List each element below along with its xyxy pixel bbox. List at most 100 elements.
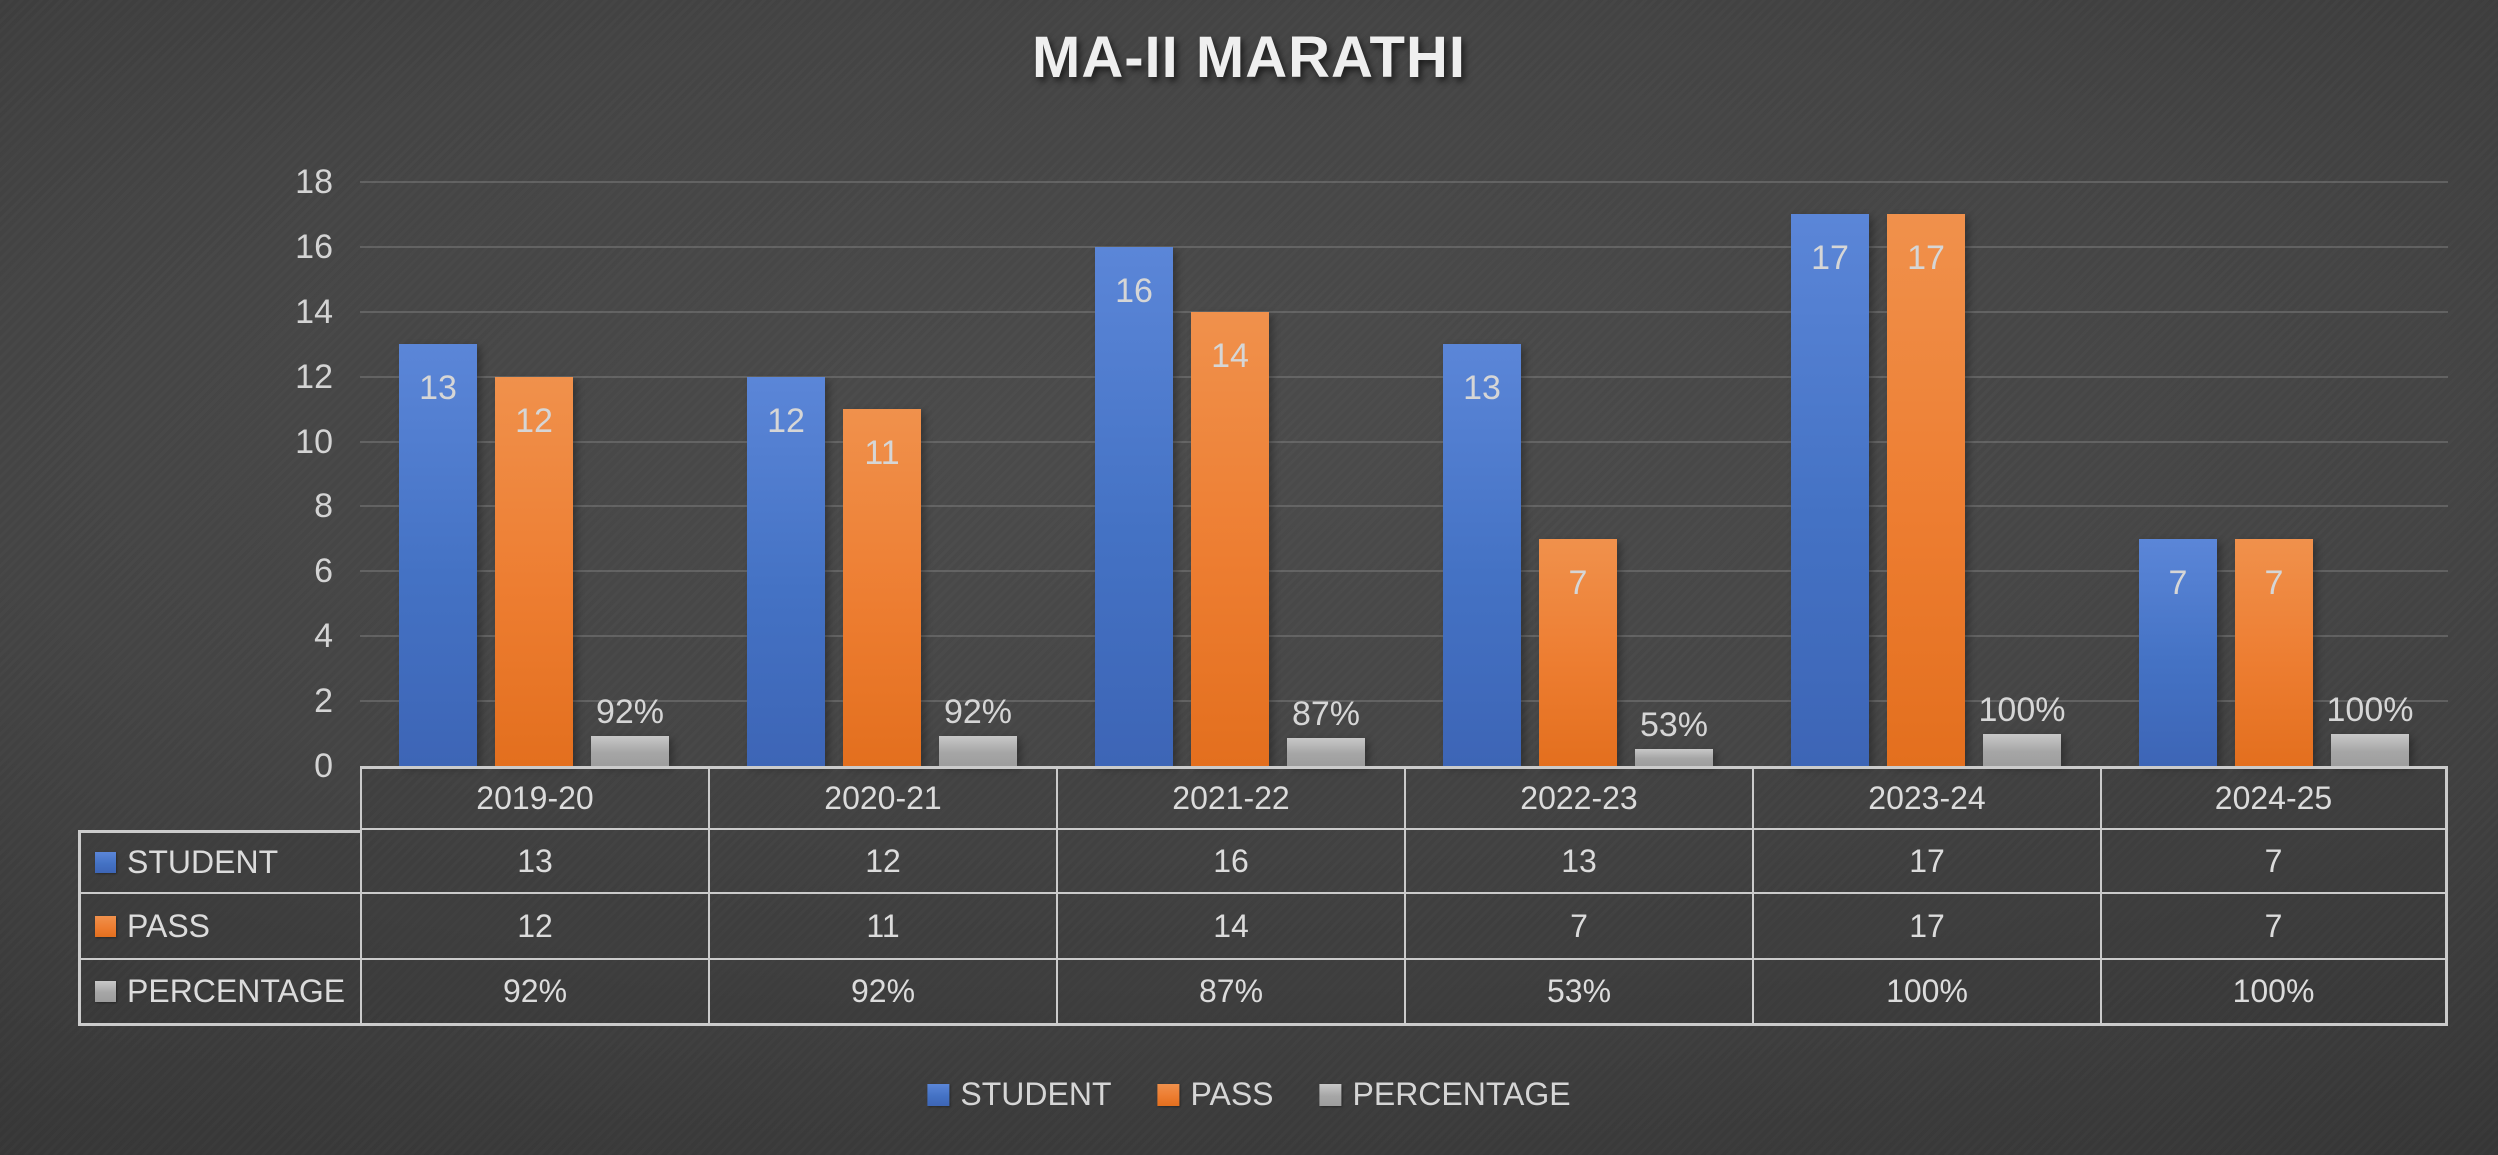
y-axis-tick-label: 8 — [314, 487, 333, 525]
bar-percentage-2022-23 — [1635, 749, 1713, 766]
table-value-cell: 53% — [1404, 960, 1752, 1026]
table-value-cell: 13 — [360, 830, 708, 894]
table-header-cell: 2024-25 — [2100, 766, 2448, 830]
bar-pass-2023-24 — [1887, 214, 1965, 766]
bar-value-label: 7 — [2168, 564, 2188, 602]
table-header-cell: 2021-22 — [1056, 766, 1404, 830]
table-value-cell: 13 — [1404, 830, 1752, 894]
table-value-cell: 7 — [2100, 894, 2448, 960]
legend-key-icon — [95, 915, 116, 937]
major-gridline — [360, 441, 2448, 443]
table-header-cell: 2020-21 — [708, 766, 1056, 830]
table-value-cell: 14 — [1056, 894, 1404, 960]
bar-student-2020-21 — [747, 377, 825, 766]
legend-item: STUDENT — [927, 1076, 1112, 1113]
bar-pass-2019-20 — [495, 377, 573, 766]
table-value-cell: 17 — [1752, 894, 2100, 960]
y-axis-tick-label: 0 — [314, 747, 333, 785]
chart-legend: STUDENT PASS PERCENTAGE — [927, 1076, 1571, 1113]
table-value-cell: 17 — [1752, 830, 2100, 894]
bar-pass-2021-22 — [1191, 312, 1269, 766]
table-header-cell: 2023-24 — [1752, 766, 2100, 830]
bar-value-label: 13 — [1463, 369, 1501, 407]
bar-percentage-2019-20 — [591, 736, 669, 766]
table-series-label-cell: PERCENTAGE — [78, 960, 360, 1026]
bar-pass-2024-25 — [2235, 539, 2313, 766]
bar-value-label: 7 — [1568, 564, 1588, 602]
bar-value-label: 92% — [943, 693, 1013, 731]
bar-value-label: 16 — [1115, 272, 1153, 310]
table-header-cell: 2022-23 — [1404, 766, 1752, 830]
y-axis-tick-label: 18 — [295, 163, 333, 201]
table-value-cell: 16 — [1056, 830, 1404, 894]
major-gridline — [360, 505, 2448, 507]
major-gridline — [360, 570, 2448, 572]
y-axis-tick-label: 2 — [314, 682, 333, 720]
major-gridline — [360, 700, 2448, 702]
bar-value-label: 17 — [1811, 239, 1849, 277]
major-gridline — [360, 635, 2448, 637]
y-axis-tick-label: 16 — [295, 228, 333, 266]
legend-item-label: PERCENTAGE — [1352, 1076, 1571, 1112]
bar-percentage-2024-25 — [2331, 734, 2409, 766]
table-value-cell: 11 — [708, 894, 1056, 960]
y-axis-tick-label: 6 — [314, 552, 333, 590]
major-gridline — [360, 311, 2448, 313]
legend-swatch-icon — [1157, 1083, 1180, 1106]
bar-student-2019-20 — [399, 344, 477, 766]
bar-value-label: 13 — [419, 369, 457, 407]
major-gridline — [360, 246, 2448, 248]
y-axis-tick-label: 4 — [314, 617, 333, 655]
legend-item-label: STUDENT — [960, 1076, 1112, 1112]
bar-value-label: 14 — [1211, 337, 1249, 375]
table-value-cell: 12 — [360, 894, 708, 960]
bar-value-label: 12 — [515, 402, 553, 440]
table-value-cell: 7 — [1404, 894, 1752, 960]
table-series-label-cell: PASS — [78, 894, 360, 960]
legend-item-label: PASS — [1190, 1076, 1274, 1112]
bar-student-2024-25 — [2139, 539, 2217, 766]
y-axis-tick-label: 12 — [295, 358, 333, 396]
bar-value-label: 12 — [767, 402, 805, 440]
bar-value-label: 17 — [1907, 239, 1945, 277]
table-value-cell: 12 — [708, 830, 1056, 894]
bar-value-label: 92% — [595, 693, 665, 731]
bar-percentage-2023-24 — [1983, 734, 2061, 766]
legend-key-icon — [95, 852, 116, 873]
bar-value-label: 53% — [1639, 706, 1709, 744]
table-value-cell: 100% — [1752, 960, 2100, 1026]
legend-item: PASS — [1157, 1076, 1274, 1113]
table-series-name: PERCENTAGE — [127, 973, 346, 1009]
bar-value-label: 100% — [2326, 691, 2414, 729]
legend-swatch-icon — [1319, 1083, 1342, 1106]
table-value-cell: 100% — [2100, 960, 2448, 1026]
major-gridline — [360, 376, 2448, 378]
table-series-name: STUDENT — [127, 844, 279, 880]
bar-student-2022-23 — [1443, 344, 1521, 766]
bar-value-label: 11 — [864, 434, 900, 472]
bar-student-2023-24 — [1791, 214, 1869, 766]
bar-value-label: 100% — [1978, 691, 2066, 729]
bar-pass-2022-23 — [1539, 539, 1617, 766]
table-series-label-cell: STUDENT — [78, 830, 360, 894]
bar-value-label: 87% — [1291, 695, 1361, 733]
table-series-name: PASS — [127, 907, 210, 944]
legend-key-icon — [95, 981, 116, 1002]
table-value-cell: 92% — [360, 960, 708, 1026]
y-axis-tick-label: 14 — [295, 293, 333, 331]
table-value-cell: 7 — [2100, 830, 2448, 894]
major-gridline — [360, 181, 2448, 183]
legend-item: PERCENTAGE — [1319, 1076, 1571, 1113]
bar-value-label: 7 — [2264, 564, 2284, 602]
bar-pass-2020-21 — [843, 409, 921, 766]
bar-percentage-2020-21 — [939, 736, 1017, 766]
legend-swatch-icon — [927, 1083, 950, 1106]
bar-student-2021-22 — [1095, 247, 1173, 766]
table-value-cell: 92% — [708, 960, 1056, 1026]
table-value-cell: 87% — [1056, 960, 1404, 1026]
table-header-cell: 2019-20 — [360, 766, 708, 830]
y-axis-tick-label: 10 — [295, 423, 333, 461]
